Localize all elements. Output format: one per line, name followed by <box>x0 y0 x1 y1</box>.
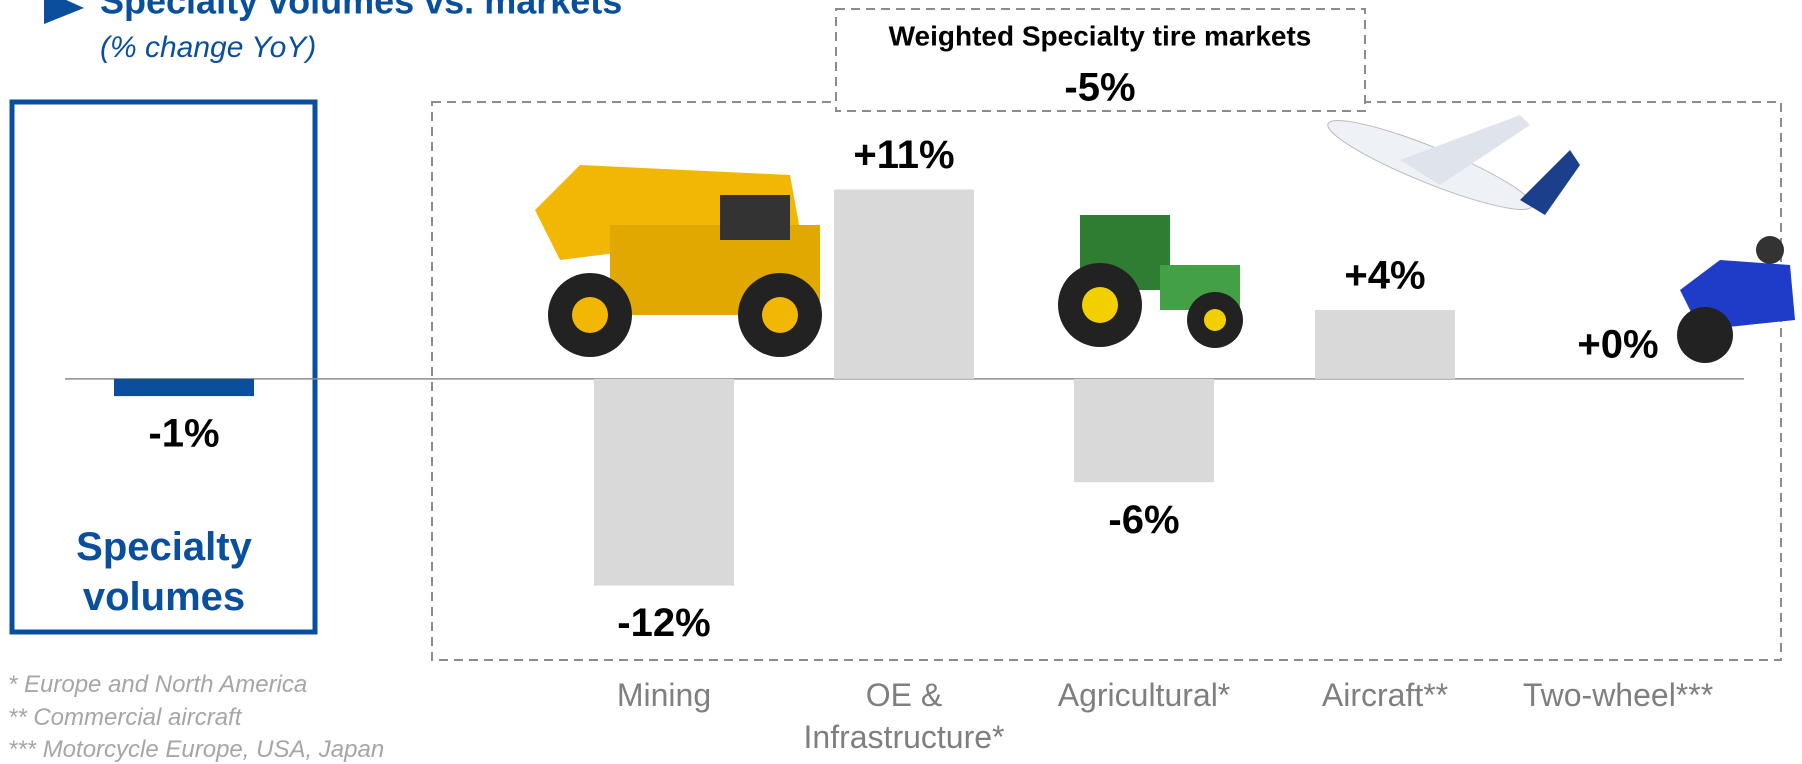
value-label: +0% <box>1577 322 1658 366</box>
value-label: +4% <box>1344 254 1425 298</box>
category-label: Mining <box>616 677 712 713</box>
value-label: -12% <box>617 601 710 645</box>
bar <box>114 378 254 397</box>
weighted-title: Weighted Specialty tire markets <box>889 20 1312 51</box>
tractor-illustration <box>1058 215 1243 348</box>
title-marker <box>44 0 84 24</box>
bar <box>834 189 974 379</box>
value-label: +11% <box>853 133 954 177</box>
markets-box <box>431 101 1782 661</box>
footnote: * Europe and North America <box>8 671 308 698</box>
value-label: -6% <box>1108 498 1179 542</box>
category-label: Specialty volumes <box>76 525 252 619</box>
chart-subtitle: (% change YoY) <box>100 31 316 64</box>
bar <box>1074 378 1214 483</box>
footnote: *** Motorcycle Europe, USA, Japan <box>8 736 385 763</box>
specialty-box <box>9 99 318 635</box>
truck-illustration <box>535 165 822 357</box>
motorcycle-illustration <box>1677 236 1795 363</box>
category-label: Aircraft** <box>1321 677 1449 713</box>
aircraft-illustration <box>1327 115 1580 215</box>
category-label: Agricultural* <box>1057 677 1231 713</box>
chart-title: Specialty volumes vs. markets <box>100 0 622 22</box>
footnote: ** Commercial aircraft <box>8 704 242 731</box>
bar <box>594 378 734 586</box>
category-label: Two-wheel*** <box>1522 677 1714 713</box>
weighted-value: -5% <box>1064 66 1135 110</box>
value-label: -1% <box>148 412 219 456</box>
category-label: OE & Infrastructure* <box>803 677 1005 755</box>
bar <box>1315 310 1455 379</box>
weighted-box <box>835 8 1366 112</box>
